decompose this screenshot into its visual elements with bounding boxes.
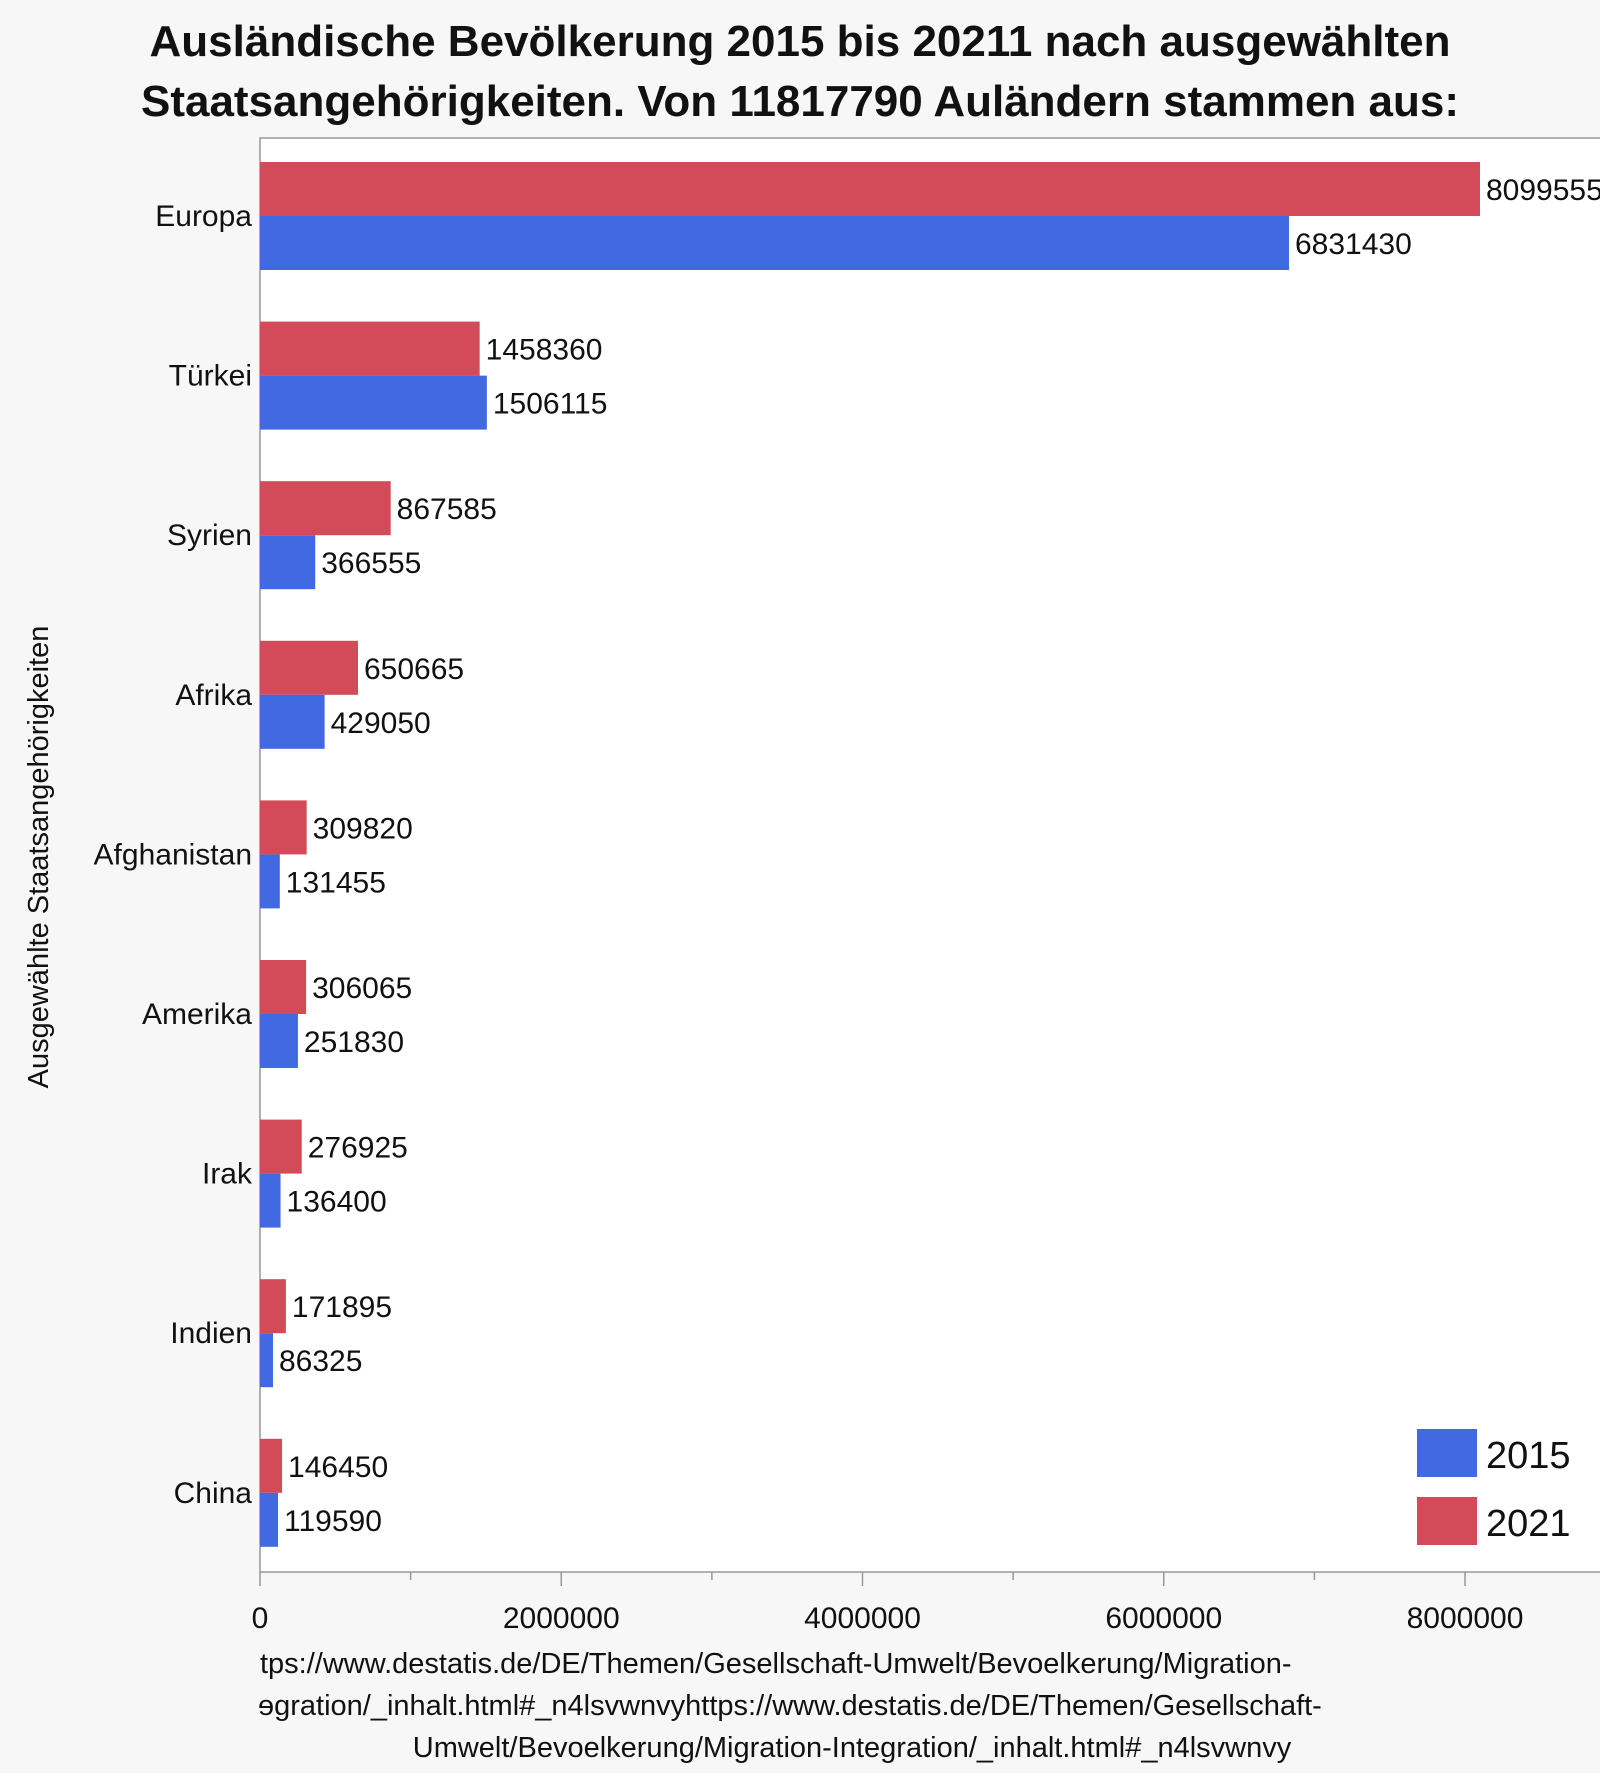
value-label-2021: 309820 <box>313 812 413 845</box>
value-label-2015: 136400 <box>287 1186 387 1219</box>
category-label: Indien <box>170 1317 252 1350</box>
category-label: Afrika <box>175 679 252 712</box>
value-label-2015: 86325 <box>279 1345 362 1378</box>
bar-2015 <box>260 1492 279 1547</box>
bar-2021 <box>260 1119 302 1174</box>
x-tick-label: 8000000 <box>1407 1602 1524 1635</box>
value-label-2021: 650665 <box>364 653 464 686</box>
value-label-2021: 867585 <box>397 493 497 526</box>
value-label-2015: 119590 <box>284 1505 382 1538</box>
legend-label-2021: 2021 <box>1486 1503 1571 1545</box>
bar-2021 <box>260 960 307 1014</box>
chart-title-line-2: Staatsangehörigkeiten. Von 11817790 Aulä… <box>141 77 1459 126</box>
value-label-2021: 8099555 <box>1486 174 1600 207</box>
category-label: China <box>174 1477 253 1510</box>
chart-title-line-1: Ausländische Bevölkerung 2015 bis 20211 … <box>150 17 1451 66</box>
value-label-2015: 429050 <box>331 707 431 740</box>
value-label-2021: 171895 <box>292 1291 392 1324</box>
value-label-2015: 6831430 <box>1295 228 1412 261</box>
category-label: Europa <box>155 200 252 233</box>
bar-2021 <box>260 800 307 855</box>
value-label-2021: 306065 <box>312 972 412 1005</box>
y-axis-title: Ausgewählte Staatsangehörigkeiten <box>23 626 55 1089</box>
value-label-2015: 251830 <box>304 1026 404 1059</box>
x-axis-title-line-1: tps://www.destatis.de/DE/Themen/Gesellsc… <box>260 1648 1292 1680</box>
value-label-2015: 131455 <box>286 866 386 899</box>
x-axis-title-line-3: Umwelt/Bevoelkerung/Migration-Integratio… <box>413 1732 1292 1764</box>
value-label-2015: 1506115 <box>493 388 608 421</box>
bar-2015 <box>260 375 487 430</box>
bar-2015 <box>260 1173 281 1228</box>
bar-2021 <box>260 1279 286 1334</box>
x-tick-label: 2000000 <box>503 1602 620 1635</box>
value-label-2021: 1458360 <box>486 334 603 367</box>
bar-2021 <box>260 1438 283 1493</box>
category-label: Afghanistan <box>94 838 252 871</box>
legend-swatch-2021 <box>1417 1497 1477 1545</box>
bar-2015 <box>260 694 325 749</box>
legend-swatch-2015 <box>1417 1429 1477 1477</box>
bar-2015 <box>260 1014 298 1068</box>
x-tick-label: 4000000 <box>804 1602 921 1635</box>
value-label-2021: 146450 <box>288 1451 388 1484</box>
bar-2021 <box>260 162 1480 216</box>
x-tick-label: 6000000 <box>1105 1602 1222 1635</box>
legend: 2015 2021 <box>1417 1429 1571 1545</box>
legend-label-2015: 2015 <box>1486 1435 1571 1477</box>
category-label: Türkei <box>169 360 252 393</box>
bar-2021 <box>260 640 359 695</box>
bar-2015 <box>260 216 1289 270</box>
category-label: Syrien <box>167 519 252 552</box>
bar-2021 <box>260 481 391 536</box>
x-tick-label: 0 <box>252 1602 269 1635</box>
bar-2015 <box>260 535 316 590</box>
value-label-2015: 366555 <box>321 547 421 580</box>
x-axis-title-line-2: ɘgration/_inhalt.html#_n4lsvwnvyhttps://… <box>258 1690 1322 1722</box>
bar-2015 <box>260 1333 274 1388</box>
bar-2015 <box>260 854 280 909</box>
category-label: Amerika <box>142 998 252 1031</box>
value-label-2021: 276925 <box>308 1132 408 1165</box>
category-label: Irak <box>202 1158 253 1191</box>
bar-2021 <box>260 321 480 376</box>
